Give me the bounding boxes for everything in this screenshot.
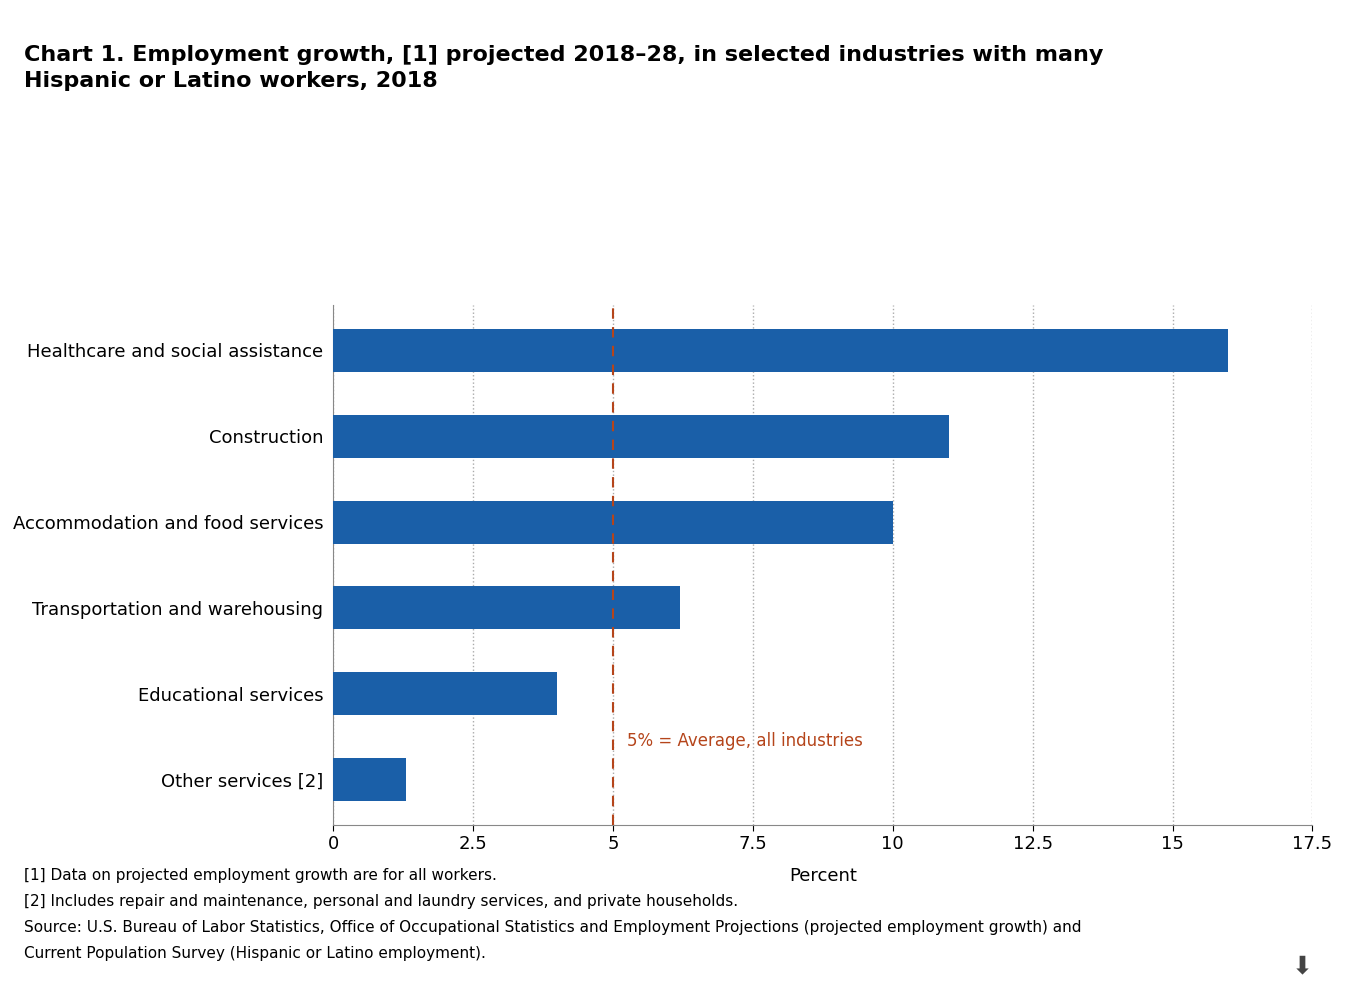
Text: 5% = Average, all industries: 5% = Average, all industries bbox=[627, 732, 862, 750]
Text: Current Population Survey (Hispanic or Latino employment).: Current Population Survey (Hispanic or L… bbox=[24, 946, 487, 961]
Text: Chart 1. Employment growth, [1] projected 2018–28, in selected industries with m: Chart 1. Employment growth, [1] projecte… bbox=[24, 45, 1104, 91]
Bar bbox=[333, 501, 892, 544]
X-axis label: Percent: Percent bbox=[789, 867, 857, 885]
Bar bbox=[333, 758, 405, 801]
Bar bbox=[333, 672, 558, 715]
Text: [2] Includes repair and maintenance, personal and laundry services, and private : [2] Includes repair and maintenance, per… bbox=[24, 894, 738, 909]
Text: Source: U.S. Bureau of Labor Statistics, Office of Occupational Statistics and E: Source: U.S. Bureau of Labor Statistics,… bbox=[24, 920, 1083, 935]
Text: ⬇: ⬇ bbox=[1292, 954, 1312, 978]
Bar bbox=[333, 586, 680, 629]
Bar bbox=[333, 415, 949, 458]
Bar bbox=[333, 329, 1228, 372]
Text: [1] Data on projected employment growth are for all workers.: [1] Data on projected employment growth … bbox=[24, 868, 498, 883]
